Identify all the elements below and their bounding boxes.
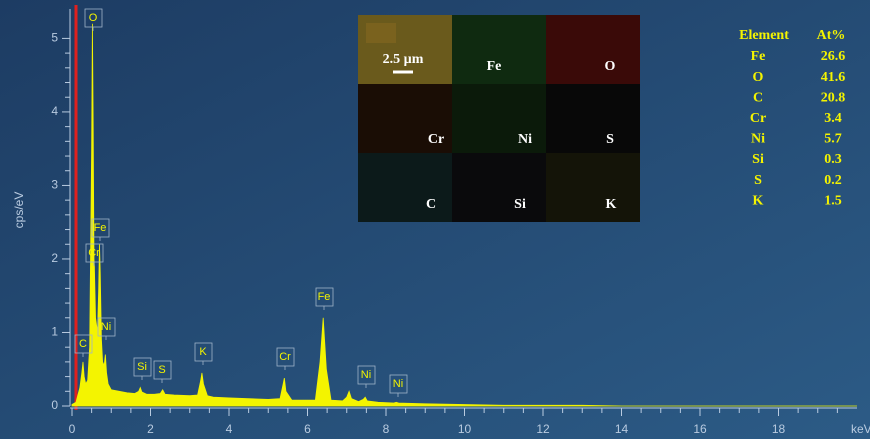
peak-label: C — [79, 338, 87, 350]
table-cell: Fe — [751, 49, 766, 64]
map-label: K — [606, 197, 617, 212]
x-axis-label: keV — [851, 422, 870, 436]
map-label: Ni — [518, 132, 532, 147]
map-tile — [546, 153, 640, 222]
x-tick-label: 0 — [69, 422, 76, 436]
table-cell: 20.8 — [821, 90, 846, 105]
x-tick-label: 12 — [536, 422, 550, 436]
chart: cps/eV keV 012345024681012141618OFeCrNiC… — [0, 0, 870, 439]
peak-label: Ni — [361, 369, 371, 381]
y-tick-label: 5 — [51, 31, 58, 45]
map-label: S — [606, 132, 614, 147]
map-label: O — [605, 59, 616, 74]
map-tile-texture — [366, 23, 396, 43]
map-tile — [546, 84, 640, 153]
x-tick-label: 6 — [304, 422, 311, 436]
table-cell: S — [754, 173, 762, 188]
table-cell: 41.6 — [821, 70, 846, 85]
table-cell: 3.4 — [824, 111, 842, 126]
y-tick-label: 2 — [51, 251, 58, 265]
peak-label: Fe — [318, 291, 331, 303]
x-tick-label: 4 — [226, 422, 233, 436]
table-cell: Si — [752, 152, 764, 167]
table-cell: Ni — [751, 132, 765, 147]
peak-label: Ni — [393, 378, 403, 390]
table-cell: 0.3 — [824, 152, 842, 167]
table-cell: 1.5 — [824, 193, 842, 208]
y-tick-label: 4 — [51, 104, 58, 118]
x-tick-label: 2 — [147, 422, 154, 436]
peak-label: Cr — [88, 247, 100, 259]
map-label: C — [426, 197, 436, 212]
table-cell: 26.6 — [821, 49, 846, 64]
y-tick-label: 1 — [51, 325, 58, 339]
map-tile — [546, 15, 640, 84]
x-tick-label: 14 — [615, 422, 629, 436]
peak-label: Ni — [101, 321, 111, 333]
peak-label: S — [158, 364, 165, 376]
table-cell: O — [753, 70, 764, 85]
peak-label: Fe — [94, 222, 107, 234]
peak-label: K — [199, 346, 207, 358]
map-label: Si — [514, 197, 526, 212]
table-cell: K — [753, 193, 764, 208]
peak-label: O — [89, 12, 98, 24]
y-axis-label: cps/eV — [12, 192, 26, 229]
x-tick-label: 8 — [383, 422, 390, 436]
x-tick-label: 18 — [772, 422, 786, 436]
table-cell: 0.2 — [824, 173, 842, 188]
peak-label: Cr — [279, 351, 291, 363]
map-tile — [358, 153, 452, 222]
table-cell: C — [753, 90, 763, 105]
table-cell: Cr — [750, 111, 766, 126]
y-tick-label: 3 — [51, 178, 58, 192]
x-tick-label: 16 — [693, 422, 707, 436]
map-label: Cr — [428, 132, 444, 147]
table-cell: 5.7 — [824, 132, 842, 147]
x-tick-label: 10 — [458, 422, 472, 436]
map-tile — [452, 153, 546, 222]
table-header: At% — [817, 28, 846, 43]
scale-bar-label: 2.5 µm — [383, 52, 424, 67]
table-header: Element — [739, 28, 789, 43]
map-label: Fe — [487, 59, 502, 74]
y-tick-label: 0 — [51, 398, 58, 412]
peak-label: Si — [137, 361, 147, 373]
